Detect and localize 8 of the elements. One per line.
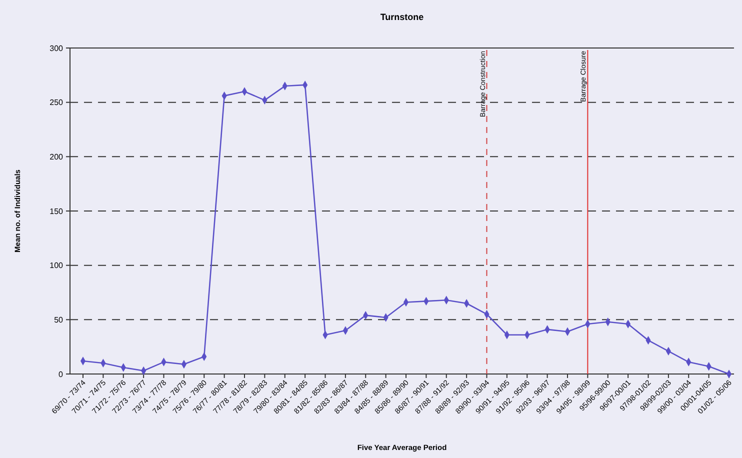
y-tick-label: 300 bbox=[50, 44, 64, 53]
y-tick-label: 250 bbox=[50, 98, 64, 108]
y-tick-label: 100 bbox=[50, 261, 64, 270]
y-tick-label: 0 bbox=[58, 370, 64, 379]
chart-title: Turnstone bbox=[380, 12, 424, 22]
y-tick-label: 200 bbox=[50, 152, 64, 162]
y-tick-label: 150 bbox=[50, 206, 64, 216]
y-tick-label: 50 bbox=[54, 315, 64, 324]
